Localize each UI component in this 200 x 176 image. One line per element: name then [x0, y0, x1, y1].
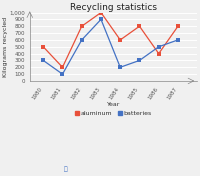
- Legend: aluminum, batteries: aluminum, batteries: [73, 108, 154, 119]
- X-axis label: Year: Year: [107, 102, 120, 106]
- Title: Recycling statistics: Recycling statistics: [70, 3, 157, 12]
- Y-axis label: Kilograms recycled: Kilograms recycled: [3, 17, 8, 77]
- Text: 🔊: 🔊: [64, 166, 68, 172]
